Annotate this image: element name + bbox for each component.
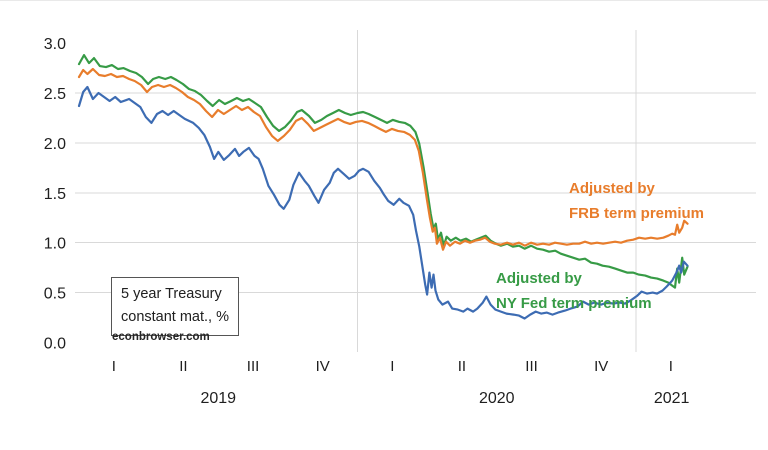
series-line-nyfed-adjusted <box>77 53 689 289</box>
x-quarter-label: II <box>458 358 466 375</box>
series-label-line-1: 5 year Treasury <box>121 286 222 302</box>
y-tick-label-2.5: 2.5 <box>44 86 66 103</box>
series-lines <box>77 53 689 320</box>
x-quarter-label: I <box>390 358 394 375</box>
x-quarter-label: III <box>247 358 260 375</box>
x-quarter-label: IV <box>316 358 330 375</box>
y-tick-label-0.5: 0.5 <box>44 286 66 303</box>
annotation-frb-line-2: FRB term premium <box>569 205 705 222</box>
x-quarter-label: I <box>669 358 673 375</box>
series-line-treasury-5yr <box>77 85 689 320</box>
y-tick-label-0.0: 0.0 <box>44 336 66 353</box>
x-year-label-2020: 2020 <box>479 390 515 407</box>
y-tick-label-2.0: 2.0 <box>44 136 66 153</box>
annotation-nyfed-term-premium: Adjusted by NY Fed term premium <box>496 266 652 316</box>
x-year-label-2021: 2021 <box>654 390 690 407</box>
annotation-frb-term-premium: Adjusted by FRB term premium <box>569 176 704 226</box>
series-label-box: 5 year Treasury constant mat., % <box>111 277 239 336</box>
y-tick-label-1.5: 1.5 <box>44 186 66 203</box>
x-axis-quarter-labels: I II III IV I II III IV I <box>112 358 673 375</box>
watermark-econbrowser: econbrowser.com <box>112 331 210 343</box>
x-quarter-label: III <box>525 358 538 375</box>
x-quarter-label: I <box>112 358 116 375</box>
year-boundary-gridlines <box>357 30 637 352</box>
annotation-frb-line-1: Adjusted by <box>569 180 655 197</box>
annotation-nyfed-line-1: Adjusted by <box>496 270 582 287</box>
y-tick-label-1.0: 1.0 <box>44 236 66 253</box>
series-line-frb-adjusted <box>77 67 689 251</box>
y-axis-tick-labels: 0.0 0.5 1.0 1.5 2.0 2.5 3.0 <box>44 36 66 352</box>
x-quarter-label: IV <box>594 358 608 375</box>
figure-top-border <box>0 0 768 1</box>
series-label-line-2: constant mat., % <box>121 309 229 325</box>
annotation-nyfed-line-2: NY Fed term premium <box>496 295 652 312</box>
y-tick-label-3.0: 3.0 <box>44 36 66 53</box>
x-year-label-2019: 2019 <box>200 390 236 407</box>
x-quarter-label: II <box>179 358 187 375</box>
x-axis-year-labels: 2019 2020 2021 <box>200 390 689 407</box>
